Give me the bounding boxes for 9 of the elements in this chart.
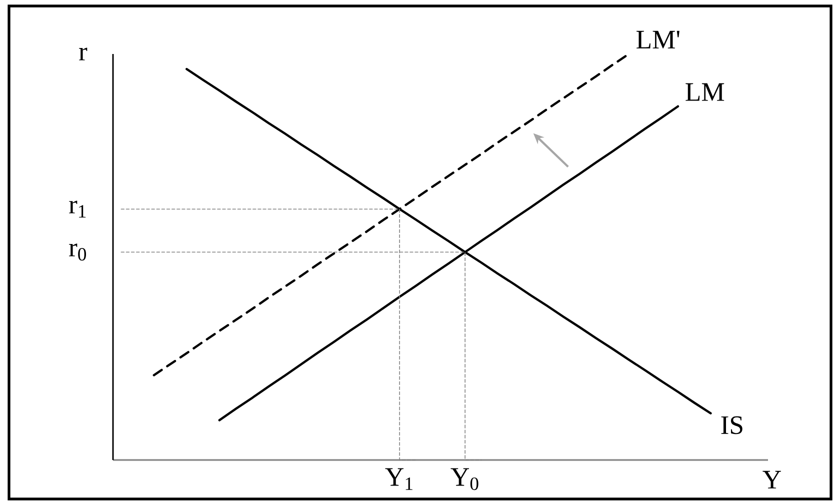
x-axis-title: Y <box>762 470 781 488</box>
series-label: IS <box>721 416 742 434</box>
text: r$_{0}$ <box>69 244 86 261</box>
text: r$_{1}$ <box>69 200 86 218</box>
y-axis-title: r <box>79 48 88 60</box>
series-label: LM <box>686 83 724 101</box>
x-tick-label: Y$_{1}$ <box>385 468 412 490</box>
x-tick-label: Y$_{0}$ <box>450 468 478 490</box>
series-label: LM' <box>636 30 680 48</box>
